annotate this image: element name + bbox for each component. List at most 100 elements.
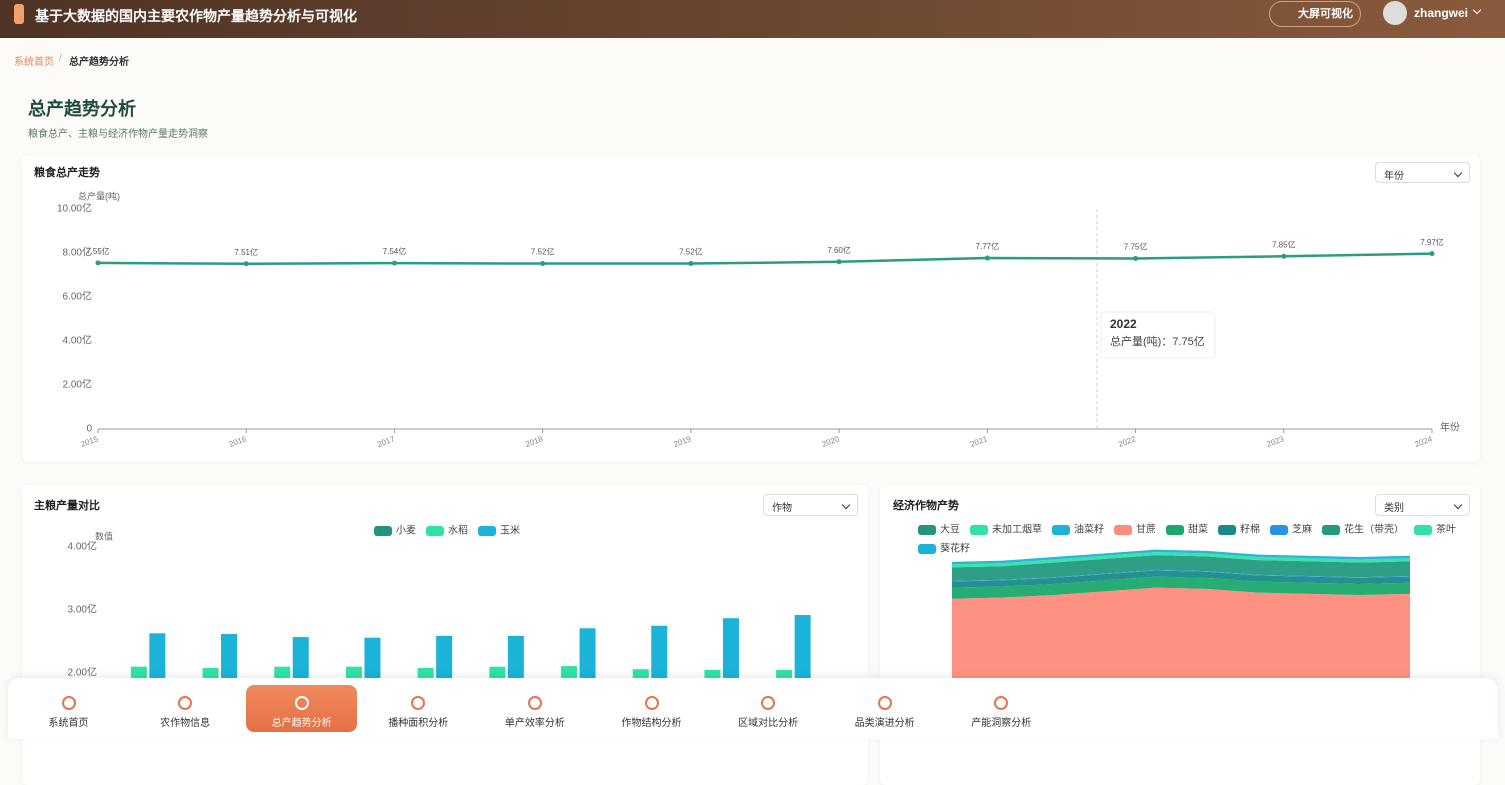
x-tick-label: 2021 — [969, 434, 989, 449]
nav-label: 作物结构分析 — [621, 718, 682, 729]
line — [97, 252, 1433, 266]
legend-label: 大豆 — [940, 523, 960, 536]
breadcrumb-sep: / — [59, 53, 62, 64]
legend-swatch — [1052, 525, 1070, 535]
legend-swatch — [1218, 525, 1236, 535]
chart-title: 经济作物产势 — [893, 498, 959, 512]
select[interactable]: 年份 — [1375, 162, 1470, 183]
legend-swatch — [1322, 525, 1340, 535]
point — [1133, 256, 1139, 261]
nav-label: 单产效率分析 — [504, 718, 565, 729]
x-tick-label: 2019 — [672, 434, 692, 449]
nav-label: 系统首页 — [48, 718, 89, 729]
select[interactable]: 类别 — [1375, 494, 1470, 516]
value-label: 7.52亿 — [531, 247, 555, 257]
header: 基于大数据的国内主要农作物产量趋势分析与可视化 大屏可视化 zhangwei — [0, 0, 1505, 38]
nav-icon — [877, 696, 892, 710]
y-tick-label: 3.00亿 — [68, 603, 97, 616]
x-tick-label: 2017 — [376, 434, 396, 449]
value-label: 7.52亿 — [679, 247, 703, 257]
nav-label: 农作物信息 — [160, 718, 211, 729]
area — [952, 576, 1410, 599]
point — [391, 260, 397, 266]
user-name[interactable]: zhangwei — [1414, 6, 1469, 20]
area — [952, 552, 1410, 568]
nav-icon — [527, 696, 542, 710]
area — [952, 549, 1410, 565]
legend-swatch — [478, 526, 496, 536]
page-title: 总产趋势分析 — [28, 99, 136, 119]
breadcrumb-home[interactable]: 系统首页 — [14, 57, 54, 68]
y-tick-label: 4.00亿 — [63, 334, 92, 347]
breadcrumb-current: 总产趋势分析 — [69, 57, 129, 68]
nav-item[interactable]: 品类演进分析 — [829, 685, 940, 732]
y-tick-label: 6.00亿 — [63, 290, 92, 303]
legend-swatch — [1166, 525, 1184, 535]
legend-label: 茶叶 — [1436, 523, 1456, 536]
bigscreen-button[interactable]: 大屏可视化 — [1269, 1, 1361, 27]
legend-swatch — [1270, 525, 1288, 535]
nav-icon — [644, 696, 659, 710]
value-label: 7.60亿 — [827, 245, 851, 255]
avatar — [1383, 1, 1407, 25]
y-tick-label: 2.00亿 — [68, 666, 97, 679]
chart-title: 粮食总产走势 — [34, 165, 100, 179]
point — [984, 255, 990, 261]
nav-item[interactable]: 区域对比分析 — [713, 685, 824, 732]
y-tick-label: 0 — [86, 424, 92, 435]
value-label: 7.85亿 — [1272, 239, 1296, 249]
x-tick-label: 2018 — [524, 434, 544, 449]
nav-item[interactable]: 单产效率分析 — [479, 685, 590, 732]
value-label: 7.77亿 — [976, 241, 1000, 251]
x-tick-label: 2020 — [821, 434, 841, 449]
y-tick-label: 8.00亿 — [63, 246, 92, 259]
legend-label: 芝麻 — [1292, 523, 1312, 536]
legend-swatch — [374, 526, 392, 536]
x-tick-label: 2024 — [1414, 434, 1434, 449]
nav-icon — [994, 696, 1009, 710]
nav-icon — [178, 696, 193, 710]
value-label: 7.75亿 — [1124, 242, 1148, 252]
logo — [14, 4, 24, 24]
nav-item[interactable]: 作物结构分析 — [596, 685, 707, 732]
x-axis-label: 年份 — [1440, 421, 1460, 434]
x-tick-label: 2022 — [1117, 434, 1137, 449]
nav-label: 品类演进分析 — [854, 718, 915, 729]
value-label: 7.54亿 — [383, 246, 407, 256]
y-axis-label: 数值 — [95, 530, 113, 541]
nav-icon — [411, 696, 426, 710]
legend-swatch — [1114, 525, 1132, 535]
legend-swatch — [918, 544, 936, 554]
page: 基于大数据的国内主要农作物产量趋势分析与可视化 大屏可视化 zhangwei 系… — [0, 0, 1505, 739]
legend-label: 小麦 — [396, 525, 416, 537]
nav-label: 总产趋势分析 — [271, 718, 332, 729]
nav-label: 产能洞察分析 — [971, 718, 1032, 729]
nav-item[interactable]: 系统首页 — [13, 685, 124, 732]
legend-label: 甜菜 — [1188, 523, 1208, 536]
x-tick-label: 2015 — [80, 434, 100, 449]
nav-item[interactable]: 产能洞察分析 — [946, 685, 1057, 732]
value-label: 7.51亿 — [234, 247, 258, 257]
nav-item[interactable]: 农作物信息 — [130, 685, 241, 732]
nav-item[interactable]: 总产趋势分析 — [246, 685, 358, 732]
point — [243, 261, 249, 267]
area — [952, 570, 1410, 588]
nav-label: 区域对比分析 — [738, 718, 799, 729]
x-tick-label: 2016 — [228, 434, 248, 449]
point — [1281, 253, 1287, 259]
nav-item[interactable]: 播种面积分析 — [363, 685, 474, 732]
nav-icon — [61, 696, 76, 710]
point — [688, 261, 694, 267]
app-title: 基于大数据的国内主要农作物产量趋势分析与可视化 — [35, 8, 357, 24]
bottom-nav: 系统首页 农作物信息 总产趋势分析 播种面积分析 单产效率分析 作物结构分析 区域对比分析 品… — [8, 678, 1498, 739]
card — [22, 155, 1480, 462]
area — [952, 555, 1410, 581]
legend-label: 未加工烟草 — [992, 523, 1042, 536]
legend-label: 葵花籽 — [940, 542, 970, 555]
legend-swatch — [918, 525, 936, 535]
legend-swatch — [970, 525, 988, 535]
point — [95, 260, 101, 266]
point — [836, 259, 842, 265]
select[interactable]: 作物 — [763, 494, 858, 516]
